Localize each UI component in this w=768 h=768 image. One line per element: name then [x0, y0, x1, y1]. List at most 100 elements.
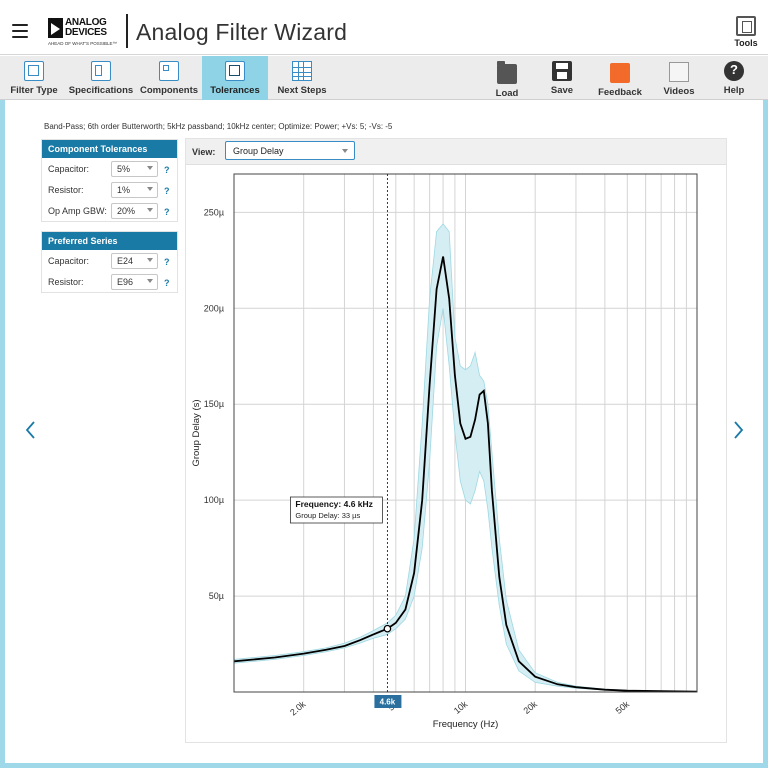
x-axis-label: Frequency (Hz) — [433, 719, 498, 730]
cursor-marker — [383, 624, 392, 633]
row-label: Resistor: — [48, 277, 84, 287]
select-value: E24 — [117, 256, 134, 266]
analog-devices-logo[interactable]: ANALOG DEVICES AHEAD OF WHAT'S POSSIBLE™ — [48, 17, 118, 49]
help-link[interactable]: ? — [164, 278, 170, 288]
resistor-tolerance-row: Resistor: 1% ? — [42, 179, 177, 200]
app-title: Analog Filter Wizard — [136, 19, 348, 45]
help-link[interactable]: ? — [164, 165, 170, 175]
tab-label: Specifications — [68, 85, 134, 96]
help-label: Help — [723, 85, 745, 96]
chevron-left-icon — [25, 421, 35, 439]
y-tick-label: 250µ — [204, 207, 224, 217]
tab-components[interactable]: Components — [138, 56, 200, 100]
load-label: Load — [495, 88, 519, 99]
chart-panel: View: Group Delay 50µ 100µ 150µ 200µ 250µ 2.0… — [185, 138, 727, 743]
chevron-down-icon — [147, 258, 153, 262]
group-delay-chart[interactable]: 50µ100µ150µ200µ250µ2.0k5k10k20k50kFreque… — [186, 139, 726, 742]
preferred-series-heading: Preferred Series — [42, 232, 177, 250]
components-icon — [159, 61, 179, 81]
help-link[interactable]: ? — [164, 186, 170, 196]
save-label: Save — [550, 85, 574, 96]
capacitor-series-select[interactable]: E24 — [111, 253, 158, 269]
tab-label: Components — [139, 85, 199, 96]
chevron-down-icon — [147, 166, 153, 170]
capacitor-series-row: Capacitor: E24 ? — [42, 250, 177, 271]
help-icon: ? — [724, 61, 744, 81]
tab-specifications[interactable]: Specifications — [66, 56, 136, 100]
cursor-tooltip — [290, 496, 383, 524]
cursor-x-badge — [374, 695, 402, 708]
tab-tolerances[interactable]: Tolerances — [202, 56, 268, 100]
plot-border — [233, 173, 698, 693]
resistor-series-select[interactable]: E96 — [111, 274, 158, 290]
tooltip-frequency: Frequency: 4.6 kHz — [295, 499, 372, 509]
chevron-down-icon — [147, 187, 153, 191]
specifications-icon — [91, 61, 111, 81]
folder-icon — [497, 61, 517, 84]
chevron-down-icon — [147, 208, 153, 212]
save-button[interactable]: Save — [545, 56, 579, 100]
chevron-down-icon — [342, 149, 348, 153]
videos-button[interactable]: Videos — [660, 56, 698, 100]
tooltip-value: Group Delay: 33 µs — [295, 511, 360, 520]
select-value: E96 — [117, 277, 134, 287]
next-steps-icon — [292, 61, 312, 81]
logo-line2: DEVICES — [65, 27, 107, 38]
filter-type-icon — [24, 61, 44, 81]
row-label: Op Amp GBW: — [48, 206, 107, 216]
videos-icon — [669, 62, 689, 82]
select-value: 1% — [117, 185, 131, 195]
tolerances-icon — [225, 61, 245, 81]
resistor-tolerance-select[interactable]: 1% — [111, 182, 158, 198]
help-link[interactable]: ? — [164, 207, 170, 217]
tab-label: Next Steps — [277, 85, 327, 96]
header-divider — [126, 14, 128, 48]
view-select-value: Group Delay — [233, 146, 284, 156]
component-tolerances-heading: Component Tolerances — [42, 140, 177, 158]
tools-icon — [736, 16, 756, 36]
logo-line1: ANALOG — [65, 17, 107, 28]
help-link[interactable]: ? — [164, 257, 170, 267]
design-summary: Band-Pass; 6th order Butterworth; 5kHz p… — [44, 122, 393, 131]
view-label: View: — [192, 147, 216, 157]
tools-label: Tools — [734, 38, 758, 48]
capacitor-tolerance-select[interactable]: 5% — [111, 161, 158, 177]
x-tick-label: 10k — [452, 699, 470, 716]
feedback-button[interactable]: Feedback — [597, 56, 643, 100]
help-button[interactable]: ? Help — [718, 56, 750, 100]
y-axis-label: Group Delay (s) — [191, 399, 202, 466]
row-label: Capacitor: — [48, 256, 90, 266]
logo-mark — [48, 18, 63, 38]
next-step-arrow[interactable] — [731, 420, 745, 440]
load-button[interactable]: Load — [490, 56, 524, 100]
cursor-x-badge-label: 4.6k — [380, 698, 396, 707]
resistor-series-row: Resistor: E96 ? — [42, 271, 177, 292]
opamp-gbw-tolerance-row: Op Amp GBW: 20% ? — [42, 200, 177, 221]
view-bar: View: Group Delay — [186, 139, 726, 165]
save-icon — [552, 61, 572, 81]
previous-step-arrow[interactable] — [24, 420, 38, 440]
tab-filter-type[interactable]: Filter Type — [4, 56, 64, 100]
tools-button[interactable]: Tools — [730, 16, 762, 48]
select-value: 20% — [117, 206, 136, 216]
y-tick-label: 100µ — [204, 495, 224, 505]
preferred-series-panel: Preferred Series Capacitor: E24 ? Resist… — [41, 231, 178, 293]
y-tick-label: 150µ — [204, 399, 224, 409]
row-label: Resistor: — [48, 185, 84, 195]
opamp-gbw-tolerance-select[interactable]: 20% — [111, 203, 158, 219]
row-label: Capacitor: — [48, 164, 90, 174]
group-delay-curve — [233, 256, 698, 693]
view-select[interactable]: Group Delay — [225, 141, 355, 160]
feedback-icon — [610, 63, 630, 83]
videos-label: Videos — [663, 86, 695, 97]
y-tick-label: 200µ — [204, 303, 224, 313]
app-header: ANALOG DEVICES AHEAD OF WHAT'S POSSIBLE™… — [0, 0, 768, 55]
x-tick-label: 2.0k — [288, 699, 308, 718]
capacitor-tolerance-row: Capacitor: 5% ? — [42, 158, 177, 179]
tab-next-steps[interactable]: Next Steps — [272, 56, 332, 100]
feedback-label: Feedback — [598, 87, 642, 98]
menu-icon[interactable] — [12, 24, 28, 38]
toolbar: Filter Type Specifications Components To… — [0, 56, 768, 100]
chevron-right-icon — [734, 421, 744, 439]
select-value: 5% — [117, 164, 131, 174]
